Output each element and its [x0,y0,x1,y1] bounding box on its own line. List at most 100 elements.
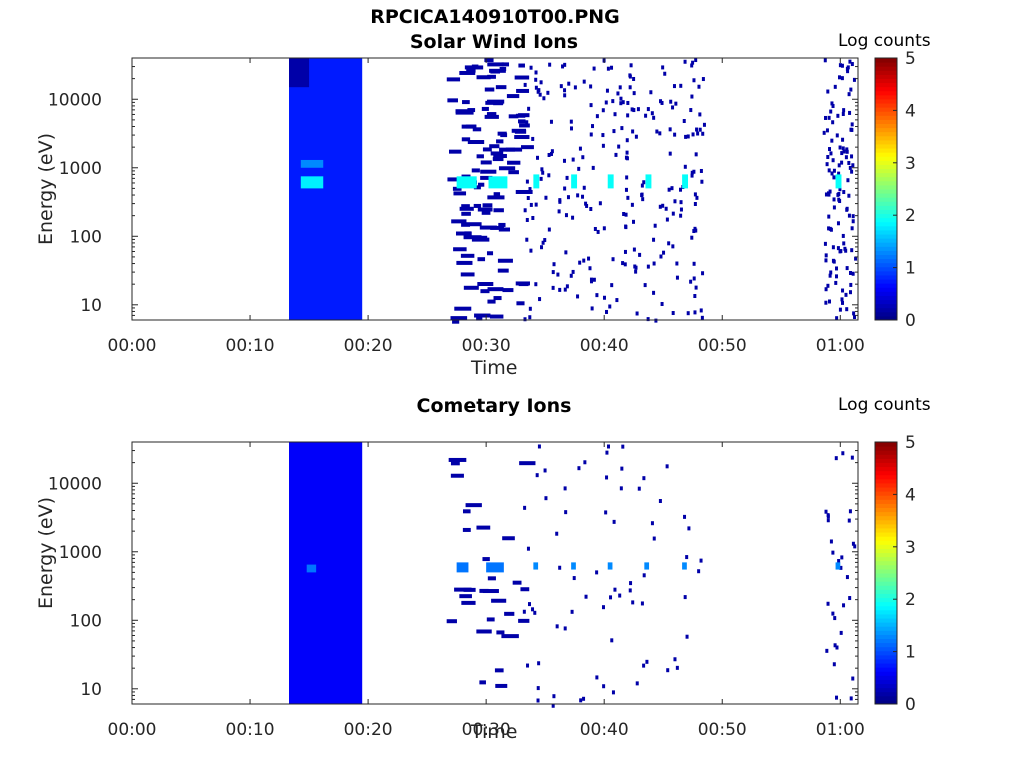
colorbar-segment [875,695,897,701]
count-pixel [640,601,644,606]
count-pixel [652,115,656,120]
colorbar-segment [875,131,897,137]
colorbar: 0 1 2 3 4 5 [874,49,916,331]
count-pixel [531,136,535,141]
count-pixel [694,58,698,63]
count-pixel [640,192,644,197]
count-pixel [663,71,667,76]
colorbar-segment [875,573,897,578]
heatmap-cell [456,176,477,189]
count-pixel [839,249,843,254]
count-pixel [504,611,515,616]
x-tick-label: 01:00 [816,336,865,356]
count-pixel [836,113,840,118]
count-pixel [837,197,841,202]
count-pixel [822,130,826,135]
count-pixel [452,319,460,324]
y-tick-label: 1000 [59,159,102,179]
count-pixel [476,629,492,634]
count-pixel [621,261,625,266]
count-pixel [581,155,585,160]
colorbar-segment [875,675,897,680]
count-pixel [628,85,632,90]
count-pixel [683,514,687,519]
count-pixel [522,609,526,614]
colorbar-segment [875,454,897,459]
count-pixel [827,192,831,197]
count-pixel [534,202,538,207]
count-pixel [840,297,844,302]
colorbar-segment [875,225,897,231]
count-pixel [642,476,646,481]
count-pixel [847,518,851,523]
colorbar-segment [875,176,897,182]
count-pixel [824,287,828,292]
count-pixel [462,100,470,105]
count-pixel [519,123,530,128]
colorbar-segment [875,613,897,619]
count-pixel [631,129,635,134]
count-pixel [826,155,830,160]
colorbar-segment [875,135,897,141]
count-pixel [844,292,848,297]
count-pixel [845,147,849,152]
count-pixel [695,195,699,200]
count-pixel [508,170,519,175]
count-pixel [673,199,677,204]
count-pixel [613,112,617,117]
count-pixel [642,180,646,185]
count-pixel [837,163,841,168]
count-pixel [835,316,839,321]
count-pixel [474,313,491,318]
count-pixel [552,694,556,699]
x-tick-label: 00:30 [462,336,511,356]
colorbar-segment [875,172,897,178]
colorbar-segment [875,679,897,685]
count-pixel [493,208,504,213]
count-pixel [486,617,495,622]
colorbar-segment [875,119,897,124]
count-pixel [840,76,844,81]
count-pixel [625,150,629,155]
count-pixel [487,299,496,304]
colorbar-segment [875,556,897,562]
count-pixel [691,60,695,65]
count-pixel [564,510,568,515]
colorbar-segment [875,266,897,272]
count-pixel [685,555,689,560]
count-pixel [652,290,656,295]
count-pixel [850,455,854,460]
count-pixel [604,510,608,515]
solar-wind-heatmap: 00:00 00:10 00:20 00:30 00:40 00:50 01:0010100… [48,49,916,356]
colorbar-segment [875,495,897,500]
count-pixel [829,109,833,114]
colorbar-segment [875,618,897,623]
colorbar-segment [875,446,897,451]
count-pixel [582,696,586,701]
count-pixel [590,279,594,284]
count-pixel [841,451,845,456]
count-pixel [679,83,683,88]
colorbar-segment [875,474,897,480]
colorbar-segment [875,111,897,116]
colorbar-segment [875,634,897,639]
count-pixel [694,285,698,290]
count-pixel [461,211,471,216]
colorbar-segment [875,86,897,92]
count-pixel [591,124,595,129]
count-pixel [840,151,844,156]
y-tick-label: 100 [70,611,102,631]
count-pixel [489,144,500,149]
colorbar-segment [875,58,897,63]
count-pixel [840,555,844,560]
count-pixel [563,62,567,67]
heatmap-cell [488,176,508,189]
count-pixel [628,74,632,79]
count-pixel [632,91,636,96]
count-pixel [679,200,683,205]
count-pixel [632,76,636,81]
colorbar-segment [875,568,897,574]
count-pixel [590,306,594,311]
count-pixel [518,618,530,623]
count-pixel [824,115,828,120]
